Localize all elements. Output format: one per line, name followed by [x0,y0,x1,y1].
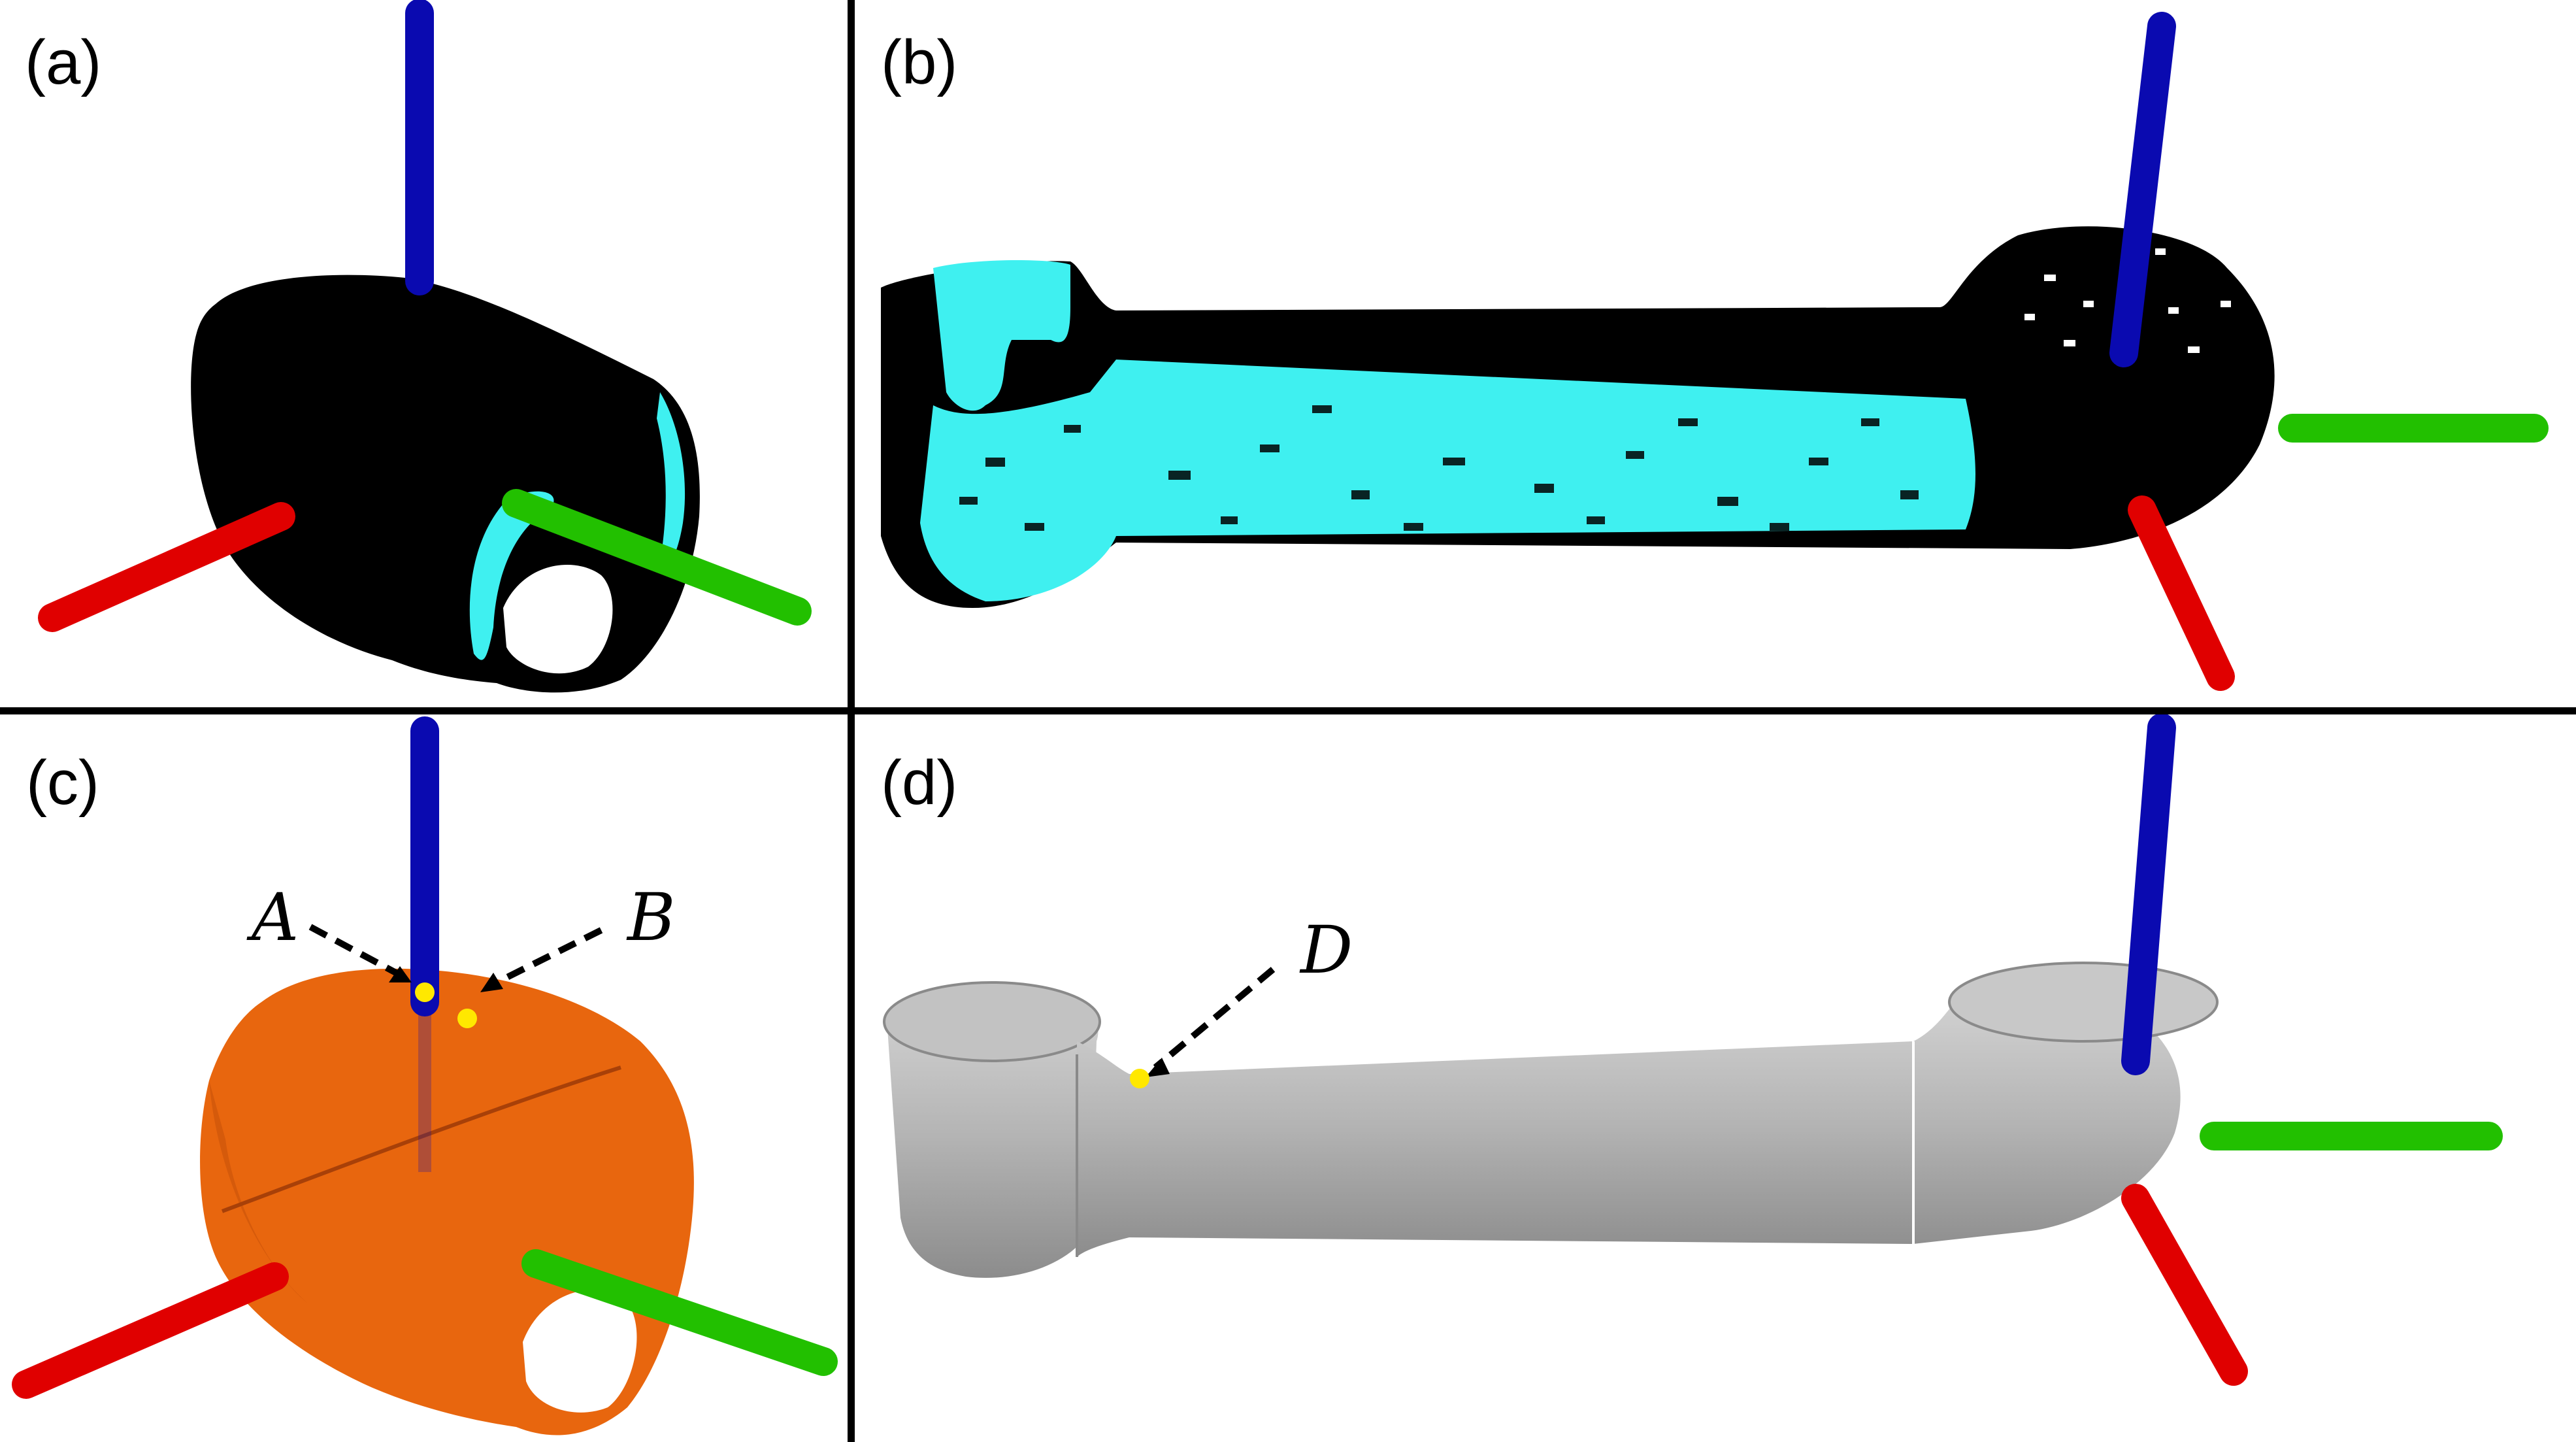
panel-b-label: (b) [881,27,958,97]
mesh-left-opening [883,981,1101,1062]
point-cloud-highlight-inner [469,491,554,660]
z-axis [2121,714,2176,1075]
point-label-a: A [246,879,299,956]
point-cloud-highlight-rim [657,392,685,565]
marker-a [415,982,435,1002]
mesh-hole [523,1290,637,1413]
vertical-divider [848,0,855,1442]
horizontal-divider [0,707,2576,714]
mesh-right-opening [1948,962,2219,1043]
arrow-b [488,927,603,989]
x-axis [38,502,295,632]
marker-b [457,1009,477,1028]
x-axis [2128,495,2235,691]
point-cloud-highlight-left-cap [933,260,1070,411]
x-axis [2121,1184,2248,1386]
y-axis [502,489,812,626]
panel-a-label: (a) [25,27,102,97]
mesh-seam [221,1065,621,1213]
arrow-d [1153,967,1276,1070]
panel-c-figure: A B [12,716,838,1435]
x-axis [12,1262,289,1399]
panel-c-label: (c) [26,748,99,818]
panel-a-point-cloud-end-view: (a) [0,0,848,707]
arrow-a [308,924,404,979]
panel-d-figure: D [883,714,2503,1386]
point-cloud-body [191,275,700,693]
point-label-d: D [1299,912,1353,988]
panel-b-point-cloud-side-view: (b) [855,0,2576,707]
arrow-b-head [480,973,503,992]
point-label-b: B [626,879,676,956]
panel-b-figure [881,12,2549,691]
arrow-d-head [1146,1058,1170,1077]
panel-d-label: (d) [881,748,958,818]
panel-a-figure [38,0,812,693]
panel-c-mesh-end-view: A B (c) [0,714,848,1442]
y-axis [521,1249,838,1376]
panel-d-mesh-side-view: D (d) [855,714,2576,1442]
point-cloud-highlight-body [920,360,1975,601]
point-cloud-speckle [959,405,1919,531]
arrow-a-head [389,966,412,982]
mesh-main-pipe [1077,989,2181,1257]
point-cloud-hole [503,565,613,674]
mesh-left-elbow [887,994,1098,1278]
marker-d [1130,1069,1149,1088]
z-axis [2109,12,2176,367]
